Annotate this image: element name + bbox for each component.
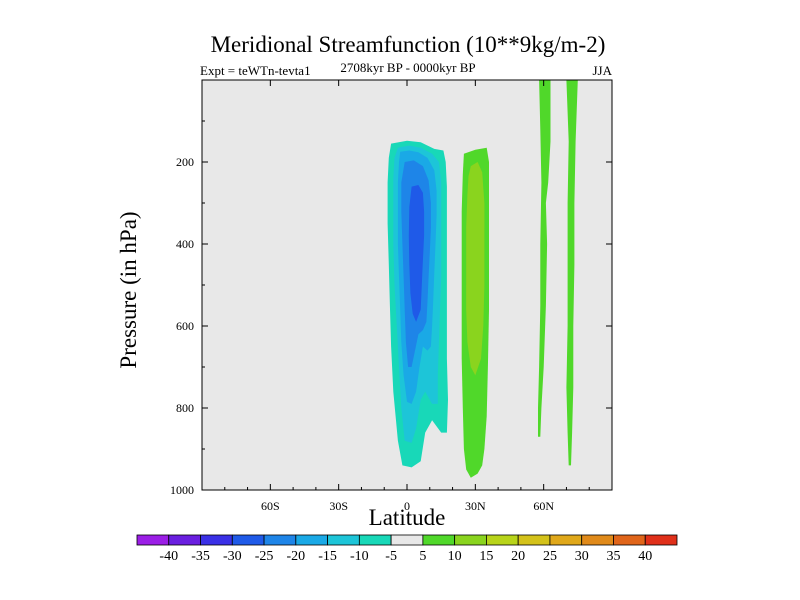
colorbar-label: 35 [606, 549, 620, 564]
contour-regions [227, 80, 578, 480]
colorbar-label: -20 [286, 549, 305, 564]
y-tick-label: 600 [176, 319, 194, 333]
chart-title: Meridional Streamfunction (10**9kg/m-2) [211, 32, 606, 57]
contour-pos-10-band-30N [466, 162, 485, 376]
colorbar-label: -5 [385, 549, 397, 564]
colorbar-swatch [549, 534, 583, 546]
colorbar-label: -40 [159, 549, 178, 564]
x-tick-label: 30S [329, 499, 348, 513]
x-tick-label: 0 [404, 499, 410, 513]
contour-pos-5-strip-58N [538, 80, 551, 437]
x-axis-ticks: 60S 30S 0 30N 60N [224, 80, 590, 513]
colorbar: -40 -35 -30 -25 -20 -15 -10 -5 5 10 15 20 25 30 35 40 [136, 534, 678, 564]
x-tick-label: 60N [533, 499, 554, 513]
colorbar-swatch [200, 534, 233, 546]
colorbar-label: 25 [543, 549, 557, 564]
colorbar-swatch [168, 534, 201, 546]
x-tick-label: 60S [261, 499, 280, 513]
colorbar-swatch [581, 534, 614, 546]
colorbar-swatch [390, 534, 424, 546]
colorbar-swatch [644, 534, 678, 546]
colorbar-label: 30 [575, 549, 589, 564]
y-axis-ticks: 200 400 600 800 1000 [170, 120, 612, 497]
contour-neg-5-speck-52S [287, 375, 290, 404]
contour-neg-5-blob-35S-upper [334, 157, 348, 195]
y-tick-label: 400 [176, 237, 194, 251]
colorbar-swatch [454, 534, 487, 546]
colorbar-swatch [295, 534, 328, 546]
colorbar-label: -25 [255, 549, 274, 564]
x-tick-label: 30N [465, 499, 486, 513]
colorbar-swatch [136, 534, 170, 546]
y-axis-label: Pressure (in hPa) [116, 211, 141, 368]
y-tick-label: 200 [176, 155, 194, 169]
y-tick-label: 800 [176, 401, 194, 415]
colorbar-label: -30 [223, 549, 242, 564]
colorbar-swatch [231, 534, 265, 546]
colorbar-swatch [613, 534, 646, 546]
contour-neg-5-strip-75S [227, 80, 237, 413]
contour-neg-5-blob-35S-lower [333, 317, 348, 458]
colorbar-label: -35 [191, 549, 210, 564]
colorbar-label: 10 [448, 549, 462, 564]
colorbar-swatch [263, 534, 297, 546]
experiment-label: Expt = teWTn-tevta1 [200, 63, 311, 78]
x-axis-label: Latitude [369, 505, 446, 530]
contour-pos-5-strip-72N [566, 80, 578, 466]
colorbar-label: 15 [479, 549, 493, 564]
colorbar-label: 5 [419, 549, 426, 564]
contour-neg-30-core [408, 185, 425, 322]
y-tick-label: 1000 [170, 483, 194, 497]
time-range-label: 2708kyr BP - 0000kyr BP [340, 60, 475, 75]
season-label: JJA [592, 63, 612, 78]
colorbar-label: -10 [350, 549, 369, 564]
colorbar-swatch [327, 534, 360, 546]
colorbar-label: -15 [318, 549, 337, 564]
colorbar-label: 40 [638, 549, 652, 564]
colorbar-swatch [358, 534, 392, 546]
colorbar-swatch [422, 534, 456, 546]
colorbar-swatch [486, 534, 519, 546]
colorbar-label: 20 [511, 549, 525, 564]
colorbar-swatch [517, 534, 551, 546]
